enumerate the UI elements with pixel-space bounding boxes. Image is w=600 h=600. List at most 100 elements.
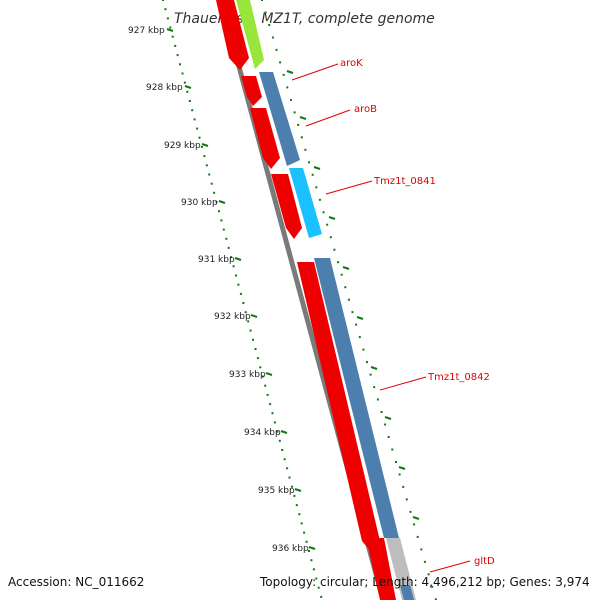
scale-dot — [402, 485, 405, 488]
scale-dot — [225, 237, 228, 240]
scale-dot — [198, 136, 201, 139]
scale-dot — [315, 577, 318, 580]
scale-dot — [259, 366, 262, 369]
scale-dot — [264, 384, 267, 387]
major-tick — [313, 166, 321, 170]
scale-dot — [164, 8, 167, 11]
leader-line — [379, 376, 427, 391]
reverse-cds-feature[interactable] — [400, 585, 414, 600]
major-tick — [412, 516, 420, 520]
scale-dot — [398, 473, 401, 476]
scale-dot — [340, 273, 343, 276]
kbp-label: 932 kbp — [214, 312, 251, 322]
leader-line — [325, 180, 373, 195]
scale-dot — [162, 0, 164, 1]
scale-dot — [203, 155, 206, 158]
scale-dot — [295, 504, 298, 507]
accession-text: Accession: NC_011662 — [8, 575, 144, 589]
scale-dot — [380, 411, 383, 413]
reverse-cds-feature[interactable] — [289, 168, 322, 238]
gene-label-tmz1t-0842[interactable]: Tmz1t_0842 — [427, 372, 490, 383]
kbp-label: 936 kbp — [272, 544, 309, 554]
scale-dot — [191, 109, 194, 112]
scale-dot — [337, 261, 339, 264]
scale-dot — [305, 540, 308, 543]
scale-dot — [366, 361, 368, 364]
scale-dot — [431, 585, 434, 588]
forward-cds-feature[interactable] — [250, 108, 280, 169]
scale-dot — [278, 439, 281, 442]
forward-cds-feature[interactable] — [297, 262, 380, 553]
scale-dot — [249, 329, 252, 332]
kbp-axis-labels: 927 kbp 928 kbp 929 kbp 930 kbp 931 kbp … — [128, 26, 309, 554]
scale-dot — [271, 36, 274, 39]
scale-dot — [264, 11, 267, 14]
kbp-label: 929 kbp — [164, 141, 201, 151]
scale-dot — [420, 548, 423, 551]
scale-dot — [297, 123, 300, 126]
leader-line — [305, 109, 351, 127]
scale-dot — [269, 403, 272, 406]
scale-dot — [311, 173, 314, 176]
major-tick — [294, 488, 302, 492]
scale-dot — [333, 248, 336, 251]
scale-dot — [208, 173, 211, 176]
scale-dot — [358, 336, 361, 339]
scale-dot — [261, 375, 264, 378]
scale-dot — [261, 0, 263, 1]
forward-cds-feature[interactable] — [241, 76, 262, 106]
scale-dot — [413, 523, 416, 526]
kbp-label: 933 kbp — [229, 370, 266, 380]
scale-dot — [196, 127, 199, 130]
scale-dot — [300, 136, 303, 139]
scale-dot — [395, 461, 397, 463]
forward-cds-feature[interactable] — [216, 0, 249, 70]
scale-dot — [322, 211, 325, 214]
kbp-label: 928 kbp — [146, 83, 183, 93]
scale-dot — [205, 164, 208, 167]
gene-label-gltd[interactable]: gltD — [474, 556, 495, 567]
scale-dot — [166, 17, 169, 20]
scale-dot — [300, 522, 303, 525]
gene-label-tmz1t-0841[interactable]: Tmz1t_0841 — [373, 176, 436, 187]
reverse-cds-feature[interactable] — [386, 538, 416, 600]
major-tick — [184, 85, 192, 89]
scale-dot — [286, 467, 289, 470]
scale-dot — [282, 73, 285, 76]
scale-dot — [293, 494, 296, 497]
scale-dot — [405, 498, 408, 501]
reverse-cds-feature[interactable] — [259, 72, 300, 166]
scale-dot — [276, 430, 279, 433]
scale-dot — [288, 476, 291, 479]
major-tick — [342, 266, 350, 270]
scale-dot — [416, 535, 419, 538]
gene-label-arob[interactable]: aroB — [354, 104, 377, 115]
scale-dot — [290, 98, 292, 101]
forward-cds-feature[interactable] — [366, 538, 396, 600]
scale-dot — [200, 145, 203, 148]
scale-dot — [320, 595, 323, 598]
major-tick — [265, 372, 273, 376]
gene-label-leaders — [291, 63, 471, 573]
scale-dot — [326, 223, 329, 226]
reverse-cds-feature[interactable] — [236, 0, 264, 69]
scale-dot — [373, 386, 376, 389]
scale-dot — [181, 72, 184, 75]
major-tick — [166, 28, 174, 32]
scale-dot — [220, 219, 223, 222]
scale-dot — [210, 182, 213, 185]
gene-labels: aroK aroB Tmz1t_0841 Tmz1t_0842 gltD — [340, 58, 495, 567]
scale-dot — [188, 100, 191, 102]
scale-dot — [247, 320, 250, 323]
gene-label-arok[interactable]: aroK — [340, 58, 363, 69]
leader-line — [291, 63, 339, 81]
scale-dot — [423, 560, 426, 563]
scale-dot — [308, 550, 310, 552]
scale-dot — [176, 54, 179, 57]
kbp-label: 931 kbp — [198, 255, 235, 265]
forward-cds-feature[interactable] — [271, 174, 302, 239]
reverse-cds-feature[interactable] — [314, 258, 399, 538]
scale-dot — [293, 111, 296, 114]
inner-dotted-track — [162, 0, 323, 598]
